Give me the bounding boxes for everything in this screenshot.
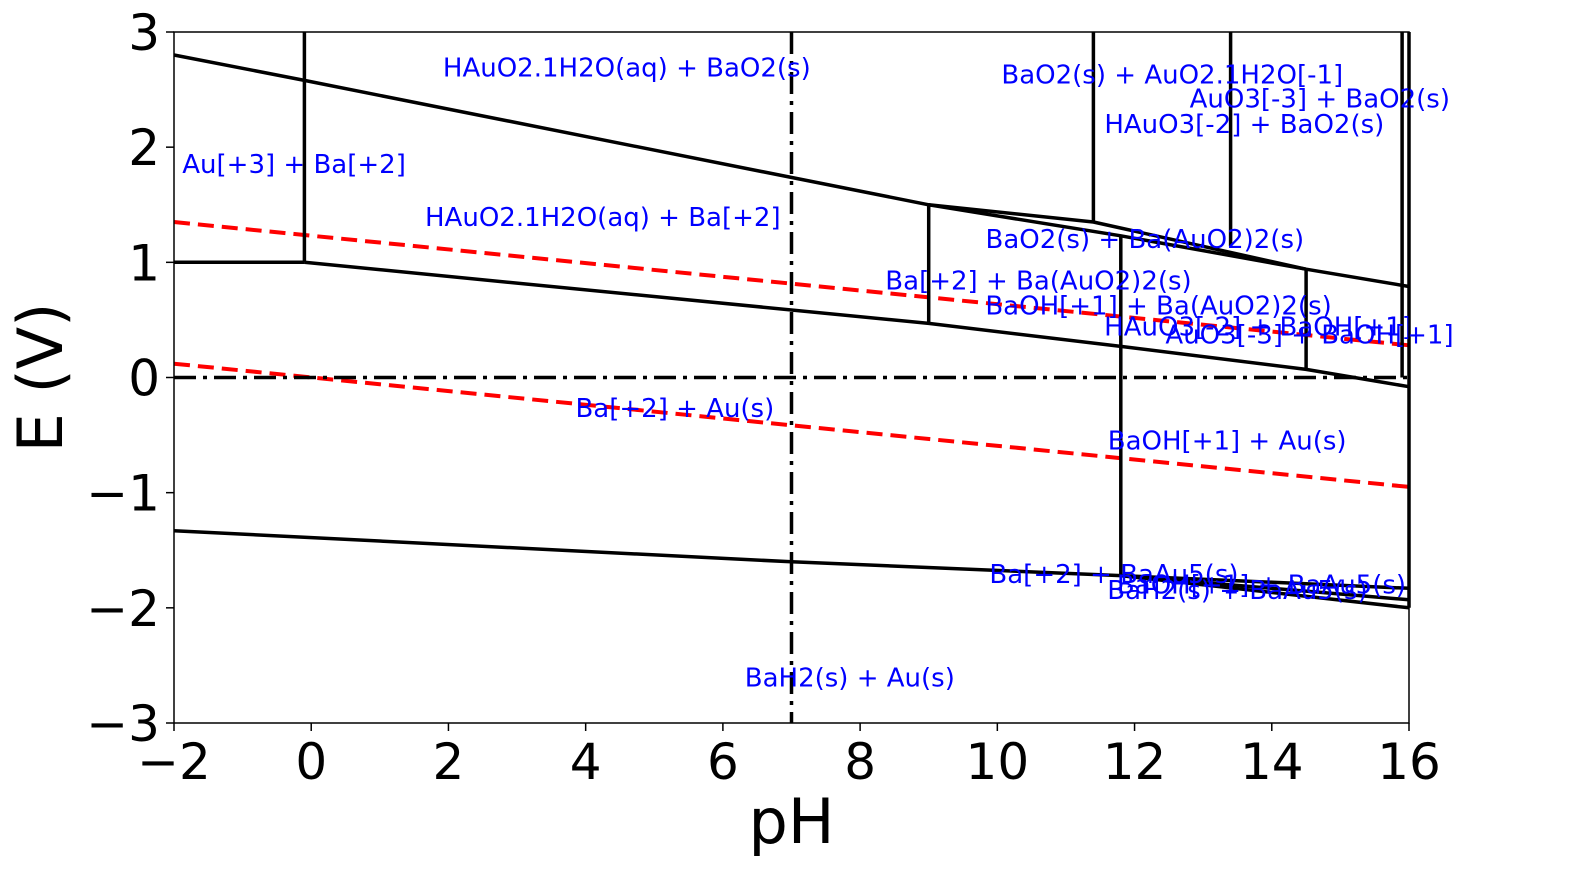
- region-label: Ba[+2] + Au(s): [575, 394, 774, 424]
- y-tick-label: 3: [128, 4, 160, 62]
- y-axis-label: E (V): [4, 303, 77, 453]
- region-label: BaO2(s) + AuO2.1H2O[-1]: [1001, 60, 1343, 90]
- region-label: HAuO2.1H2O(aq) + Ba[+2]: [425, 203, 781, 233]
- water-stability-lines: [173, 220, 1410, 489]
- x-tick-label: 8: [844, 733, 876, 791]
- y-tick-label: 2: [128, 119, 160, 177]
- x-tick-label: 4: [570, 733, 602, 791]
- region-label: Au[+3] + Ba[+2]: [182, 150, 406, 180]
- boundary-baau5-middle: [1120, 573, 1410, 602]
- boundary-bah2-boundary: [173, 528, 1410, 591]
- y-axis-ticks: −3 −2 −1 0 1 2 3: [86, 4, 174, 753]
- x-tick-label: 10: [966, 733, 1030, 791]
- x-tick-label: −2: [137, 733, 211, 791]
- reference-lines: [174, 32, 1409, 723]
- region-label: BaOH[+1] + BaAu5(s): [1117, 570, 1406, 600]
- x-tick-label: 12: [1103, 733, 1167, 791]
- y-tick-label: −3: [86, 695, 160, 753]
- x-tick-label: 6: [707, 733, 739, 791]
- region-label: BaO2(s) + Ba(AuO2)2(s): [986, 225, 1305, 255]
- y-tick-label: −2: [86, 580, 160, 638]
- water-line-h-h2: [173, 361, 1410, 489]
- x-tick-label: 0: [295, 733, 327, 791]
- region-label: HAuO3[-2] + BaO2(s): [1104, 110, 1384, 140]
- water-line-o2-h2o: [173, 220, 1410, 348]
- region-label: AuO3[-3] + BaO2(s): [1190, 84, 1450, 114]
- y-tick-label: 1: [128, 234, 160, 292]
- region-label: Ba[+2] + BaAu5(s): [989, 560, 1238, 590]
- region-label: BaOH[+1] + Ba(AuO2)2(s): [985, 292, 1331, 322]
- boundary-upper-oxide: [173, 53, 1410, 289]
- region-labels: HAuO2.1H2O(aq) + BaO2(s) BaO2(s) + AuO2.1…: [182, 53, 1453, 693]
- x-tick-label: 14: [1240, 733, 1304, 791]
- x-axis-label: pH: [749, 785, 835, 858]
- x-tick-label: 16: [1377, 733, 1441, 791]
- region-label: BaH2(s) + Au(s): [745, 664, 955, 694]
- region-label: HAuO3[-2] + BaOH[+1]: [1104, 312, 1412, 342]
- x-tick-label: 2: [433, 733, 465, 791]
- region-label: Ba[+2] + Ba(AuO2)2(s): [885, 266, 1191, 296]
- region-label: HAuO2.1H2O(aq) + BaO2(s): [443, 53, 811, 83]
- region-label: AuO3[-3] + BaOH[+1]: [1165, 321, 1453, 351]
- y-tick-label: 0: [128, 350, 160, 408]
- x-axis-ticks: −2 0 2 4 6 8 10 12 14 16: [137, 723, 1441, 791]
- y-tick-label: −1: [86, 465, 160, 523]
- region-label: BaH2(s) + BaAu5(s): [1107, 576, 1367, 606]
- region-label: BaOH[+1] + Au(s): [1108, 426, 1347, 456]
